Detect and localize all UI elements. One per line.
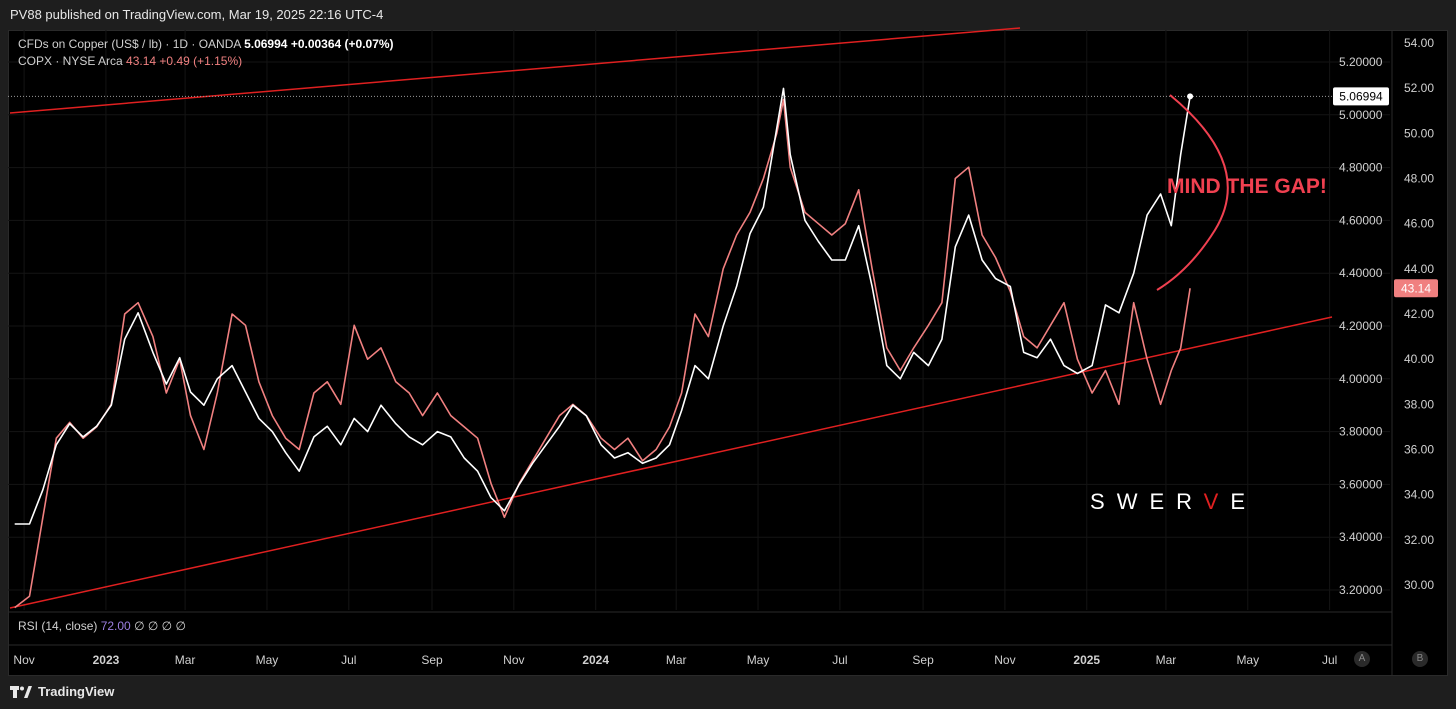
last-price-dot [1187, 93, 1194, 100]
x-tick: Jul [341, 653, 356, 667]
copx-line [14, 98, 1191, 609]
y-tick-right: 38.00 [1404, 397, 1434, 411]
trend-lines [9, 27, 1333, 609]
published-text: PV88 published on TradingView.com, Mar 1… [10, 7, 384, 22]
y-tick-left: 3.80000 [1339, 425, 1383, 439]
y-tick-right: 46.00 [1404, 217, 1434, 231]
y-tick-left: 4.60000 [1339, 213, 1383, 227]
copper-price-label: 5.06994 [1339, 89, 1383, 103]
grid [8, 30, 1390, 610]
x-tick: Mar [666, 653, 687, 667]
x-tick: Mar [175, 653, 196, 667]
copper-price-label-bg [1333, 87, 1389, 106]
tradingview-logo[interactable]: TradingView [10, 684, 114, 699]
y-tick-left: 4.00000 [1339, 372, 1383, 386]
y-tick-right: 32.00 [1404, 533, 1434, 547]
x-tick: May [747, 653, 770, 667]
footer-bar [0, 676, 1456, 709]
x-tick: Sep [421, 653, 443, 667]
annotation-layer: MIND THE GAP! SWERVE [1090, 94, 1327, 514]
copx-name: COPX · NYSE Arca [18, 54, 123, 68]
y-tick-right: 44.00 [1404, 262, 1434, 276]
y-tick-right: 30.00 [1404, 578, 1434, 592]
y-tick-left: 4.80000 [1339, 161, 1383, 175]
x-tick: Mar [1156, 653, 1177, 667]
x-tick: May [256, 653, 279, 667]
price-axis: 5.20000 5.00000 4.80000 4.60000 4.40000 4.200… [8, 30, 1438, 676]
tradingview-icon [10, 685, 32, 698]
y-tick-right: 40.00 [1404, 352, 1434, 366]
rsi-label: RSI (14, close) [18, 619, 98, 633]
rsi-legend[interactable]: RSI (14, close) 72.00 ∅ ∅ ∅ ∅ [18, 619, 186, 633]
upper-trend-line [9, 27, 1021, 114]
mind-the-gap-text: MIND THE GAP! [1167, 175, 1327, 198]
y-tick-left: 5.00000 [1339, 108, 1383, 122]
rsi-value: 72.00 [100, 619, 131, 633]
copper-price: 5.06994 [244, 37, 288, 51]
chart-legend: CFDs on Copper (US$ / lb) · 1D · OANDA 5… [18, 36, 394, 70]
rsi-extra: ∅ ∅ ∅ ∅ [134, 619, 186, 633]
time-axis: Nov 2023 Mar May Jul Sep Nov 2024 Mar May Jul Sep No… [13, 653, 1337, 667]
copper-change: +0.00364 (+0.07%) [290, 37, 394, 51]
x-tick: Sep [912, 653, 934, 667]
swerve-watermark: SWERVE [1090, 489, 1257, 514]
x-tick: Nov [503, 653, 524, 667]
y-tick-right: 52.00 [1404, 81, 1434, 95]
copx-price: 43.14 [126, 54, 157, 68]
x-tick: Nov [13, 653, 34, 667]
y-tick-left: 4.20000 [1339, 319, 1383, 333]
lower-trend-line [9, 316, 1333, 609]
series-lines [8, 87, 1332, 609]
x-tick: 2024 [582, 653, 609, 667]
x-tick: Jul [1322, 653, 1337, 667]
y-tick-left: 3.60000 [1339, 477, 1383, 491]
y-tick-right: 42.00 [1404, 307, 1434, 321]
x-tick: May [1236, 653, 1259, 667]
y-tick-left: 3.40000 [1339, 530, 1383, 544]
y-tick-left: 5.20000 [1339, 55, 1383, 69]
y-tick-right: 36.00 [1404, 443, 1434, 457]
y-tick-right: 48.00 [1404, 172, 1434, 186]
legend-copper[interactable]: CFDs on Copper (US$ / lb) · 1D · OANDA 5… [18, 36, 394, 53]
copper-name: CFDs on Copper (US$ / lb) · 1D · OANDA [18, 37, 241, 51]
tradingview-label: TradingView [38, 684, 115, 699]
published-bar: PV88 published on TradingView.com, Mar 1… [0, 0, 1456, 30]
y-tick-left: 3.20000 [1339, 583, 1383, 597]
x-tick: Jul [832, 653, 847, 667]
y-tick-right: 50.00 [1404, 126, 1434, 140]
gap-arc [1156, 94, 1229, 291]
y-tick-right: 34.00 [1404, 488, 1434, 502]
x-tick: Nov [994, 653, 1015, 667]
y-tick-left: 4.40000 [1339, 266, 1383, 280]
button-b[interactable]: B [1412, 651, 1428, 667]
x-tick: 2023 [93, 653, 120, 667]
copper-line [14, 87, 1191, 525]
button-a[interactable]: A [1354, 651, 1370, 667]
x-tick: 2025 [1073, 653, 1100, 667]
copx-change: +0.49 (+1.15%) [159, 54, 243, 68]
legend-copx[interactable]: COPX · NYSE Arca 43.14 +0.49 (+1.15%) [18, 53, 394, 70]
copx-price-label-bg [1394, 279, 1438, 298]
copx-price-label: 43.14 [1401, 281, 1431, 295]
y-tick-right: 54.00 [1404, 36, 1434, 50]
chart-frame[interactable] [8, 30, 1448, 676]
